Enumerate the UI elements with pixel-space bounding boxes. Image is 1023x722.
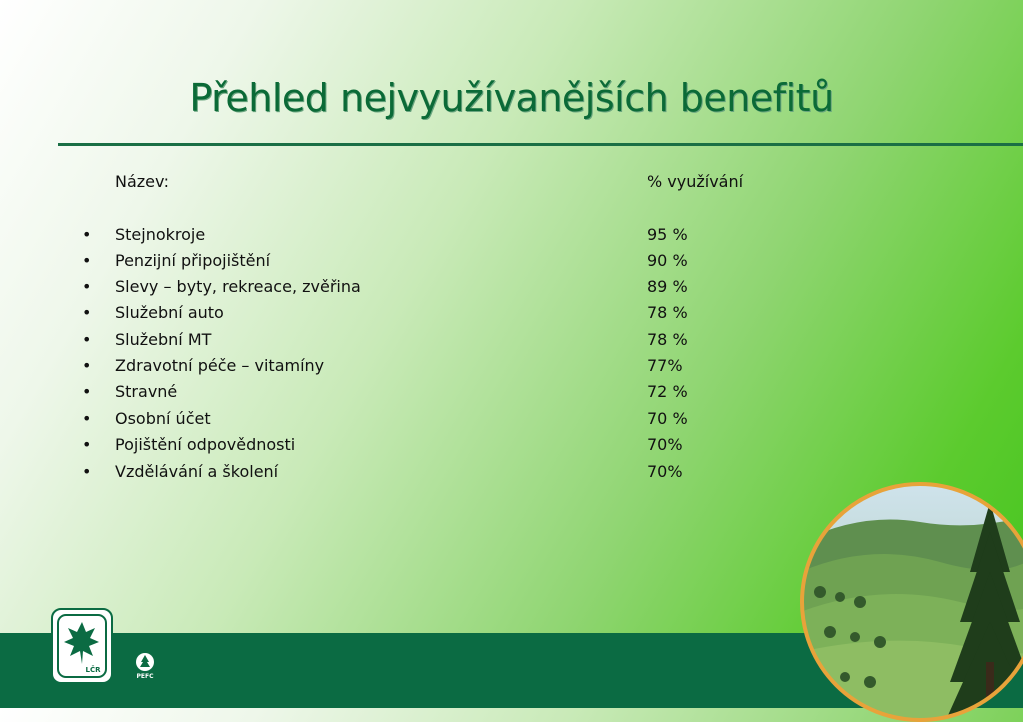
bullet-icon: • [82,409,92,428]
benefit-percent: 72 % [647,382,688,401]
forest-photo [800,482,1023,722]
benefit-percent: 89 % [647,277,688,296]
list-item: • Vzdělávání a školení 70% [0,462,1023,486]
benefit-name: Služební MT [115,330,212,349]
bullet-icon: • [82,330,92,349]
benefit-name: Penzijní připojištění [115,251,271,270]
bullet-icon: • [82,435,92,454]
column-header-percent: % využívání [647,172,744,191]
pefc-logo-text: PEFC [137,673,155,680]
slide-title: Přehled nejvyužívanějších benefitů [189,76,834,120]
benefit-percent: 70% [647,435,683,454]
bullet-icon: • [82,303,92,322]
benefit-name: Stejnokroje [115,225,206,244]
bullet-icon: • [82,251,92,270]
bullet-icon: • [82,225,92,244]
benefit-name: Pojištění odpovědnosti [115,435,296,454]
benefit-percent: 77% [647,356,683,375]
benefit-percent: 78 % [647,303,688,322]
list-item: • Služební MT 78 % [0,330,1023,354]
title-divider [58,143,1023,146]
bullet-icon: • [82,462,92,481]
bullet-icon: • [82,277,92,296]
benefit-name: Stravné [115,382,178,401]
benefit-name: Zdravotní péče – vitamíny [115,356,325,375]
benefit-percent: 78 % [647,330,688,349]
list-item: • Osobní účet 70 % [0,409,1023,433]
benefit-name: Osobní účet [115,409,211,428]
benefit-percent: 95 % [647,225,688,244]
lcr-logo-text: LČR [86,665,102,674]
benefit-name: Služební auto [115,303,224,322]
benefit-percent: 70% [647,462,683,481]
benefit-name: Slevy – byty, rekreace, zvěřina [115,277,361,296]
bullet-icon: • [82,382,92,401]
bullet-icon: • [82,356,92,375]
lcr-logo: LČR [51,608,113,684]
list-item: • Služební auto 78 % [0,303,1023,327]
list-item: • Zdravotní péče – vitamíny 77% [0,356,1023,380]
list-item: • Stejnokroje 95 % [0,225,1023,249]
pefc-logo: PEFC [136,653,155,680]
benefit-percent: 70 % [647,409,688,428]
benefit-name: Vzdělávání a školení [115,462,279,481]
list-item: • Stravné 72 % [0,382,1023,406]
list-item: • Slevy – byty, rekreace, zvěřina 89 % [0,277,1023,301]
list-item: • Penzijní připojištění 90 % [0,251,1023,275]
list-item: • Pojištění odpovědnosti 70% [0,435,1023,459]
benefit-percent: 90 % [647,251,688,270]
lcr-emblem-icon: LČR [57,614,107,678]
column-header-name: Název: [115,172,169,191]
